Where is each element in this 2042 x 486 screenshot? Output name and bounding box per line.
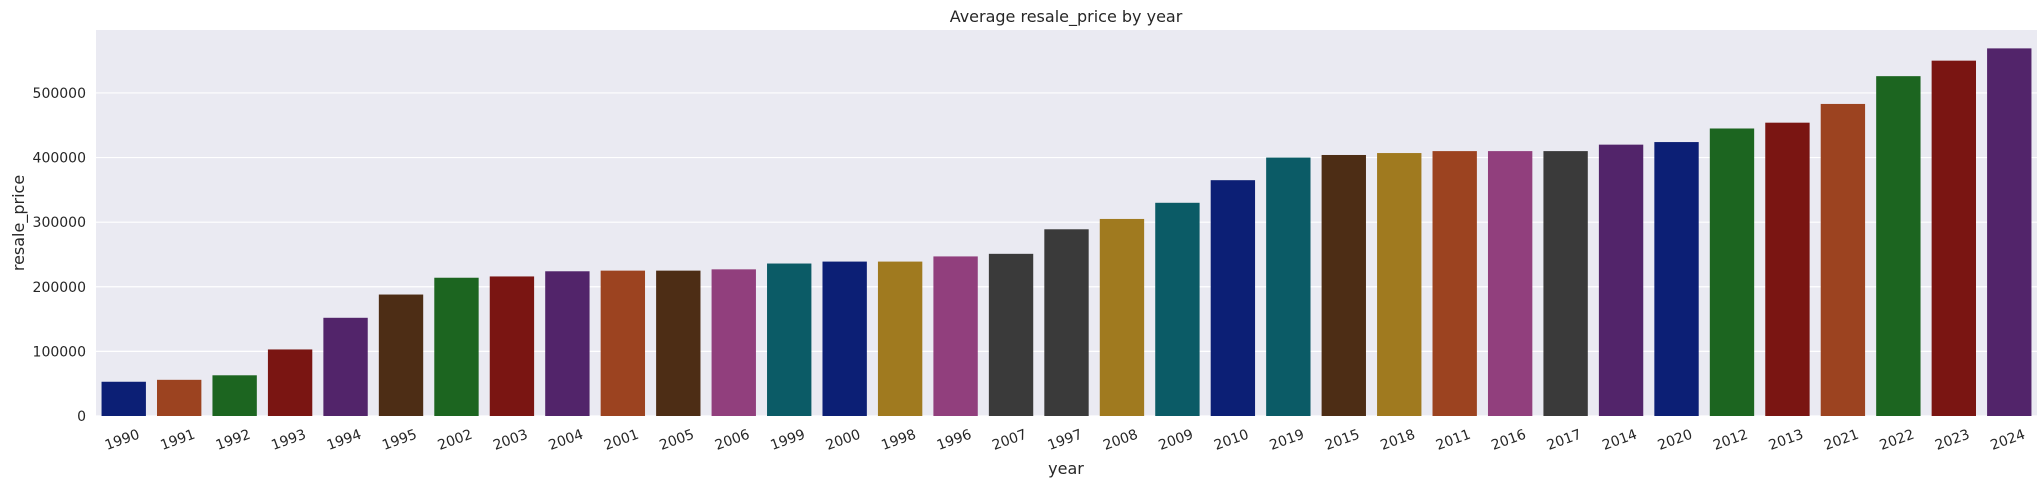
x-tick-label: 2012: [1711, 427, 1750, 454]
x-tick-labels: 1990 1991 1992 1993 1994 1995 2002 2003 2004 2001…: [103, 427, 2028, 454]
bar-2009: [1155, 202, 1200, 416]
x-tick-label: 1990: [103, 427, 142, 454]
bar-2001: [600, 270, 646, 416]
y-tick-label: 100000: [33, 344, 86, 360]
bar-2005: [656, 270, 701, 416]
y-axis-title: resale_price: [9, 175, 29, 271]
bar-2023: [1931, 60, 1976, 416]
bar-2019: [1266, 157, 1311, 416]
bar-2002: [434, 277, 479, 416]
bar-2012: [1709, 128, 1755, 417]
x-tick-label: 2018: [1378, 427, 1417, 454]
bar-1999: [767, 263, 812, 416]
bar-2020: [1654, 142, 1699, 416]
x-tick-label: 2010: [1212, 427, 1251, 454]
x-tick-label: 2021: [1822, 427, 1861, 454]
bar-2010: [1210, 180, 1256, 416]
y-tick-label: 0: [77, 409, 86, 425]
x-tick-label: 2005: [657, 427, 696, 454]
x-axis-title: year: [1048, 459, 1084, 478]
x-tick-label: 2000: [824, 427, 863, 454]
bar-2011: [1432, 151, 1477, 416]
y-tick-label: 500000: [33, 86, 86, 102]
x-tick-label: 2014: [1600, 427, 1639, 454]
bar-2021: [1820, 103, 1866, 417]
bar-2007: [988, 253, 1034, 416]
bar-2000: [822, 261, 867, 416]
x-tick-label: 2016: [1489, 427, 1528, 454]
bar-2016: [1487, 151, 1533, 416]
x-tick-label: 1996: [935, 427, 974, 454]
x-tick-label: 2002: [436, 427, 475, 454]
bar-2008: [1099, 218, 1145, 416]
bar-1996: [933, 256, 978, 416]
x-tick-label: 2001: [602, 427, 641, 454]
bar-2013: [1765, 122, 1810, 416]
x-tick-label: 1999: [768, 427, 807, 454]
x-tick-label: 2017: [1545, 427, 1584, 454]
bar-1990: [101, 381, 146, 416]
bar-2024: [1987, 48, 2032, 416]
x-tick-label: 2015: [1323, 427, 1362, 454]
x-tick-label: 1994: [325, 427, 364, 454]
x-tick-label: 2024: [1988, 427, 2027, 454]
x-tick-label: 2004: [547, 427, 586, 454]
x-tick-label: 2019: [1267, 427, 1306, 454]
x-tick-label: 2006: [713, 427, 752, 454]
x-tick-label: 2007: [990, 427, 1029, 454]
bar-2003: [489, 276, 535, 416]
bar-1994: [323, 317, 368, 416]
bar-2015: [1321, 154, 1366, 416]
bar-1997: [1044, 229, 1089, 416]
x-tick-label: 2020: [1656, 427, 1695, 454]
bar-1998: [877, 261, 923, 416]
x-tick-label: 2023: [1933, 427, 1972, 454]
bar-2022: [1876, 76, 1921, 416]
bar-2004: [545, 271, 590, 416]
y-tick-labels: 0 100000 200000 300000 400000 500000: [33, 86, 86, 425]
chart-title: Average resale_price by year: [950, 7, 1183, 27]
bar-1991: [157, 379, 202, 416]
x-tick-label: 2003: [491, 427, 530, 454]
x-tick-label: 2008: [1101, 427, 1140, 454]
bar-2014: [1598, 144, 1644, 417]
bar-1995: [378, 294, 424, 416]
y-tick-label: 200000: [33, 280, 86, 296]
x-tick-label: 1998: [879, 427, 918, 454]
bar-2006: [711, 269, 756, 416]
x-tick-label: 2009: [1157, 427, 1196, 454]
x-tick-label: 1992: [214, 427, 253, 454]
bar-1992: [212, 375, 257, 416]
bar-2017: [1543, 151, 1588, 416]
x-tick-label: 2022: [1878, 427, 1917, 454]
x-tick-label: 2011: [1434, 427, 1473, 454]
x-tick-label: 1993: [269, 427, 308, 454]
x-tick-label: 1991: [158, 427, 197, 454]
bars: [101, 48, 2032, 417]
x-tick-label: 2013: [1767, 427, 1806, 454]
x-tick-label: 1995: [380, 427, 419, 454]
y-tick-label: 300000: [33, 215, 86, 231]
x-tick-label: 1997: [1046, 427, 1085, 454]
bar-1993: [267, 349, 313, 416]
y-tick-label: 400000: [33, 151, 86, 167]
bar-2018: [1377, 153, 1422, 416]
